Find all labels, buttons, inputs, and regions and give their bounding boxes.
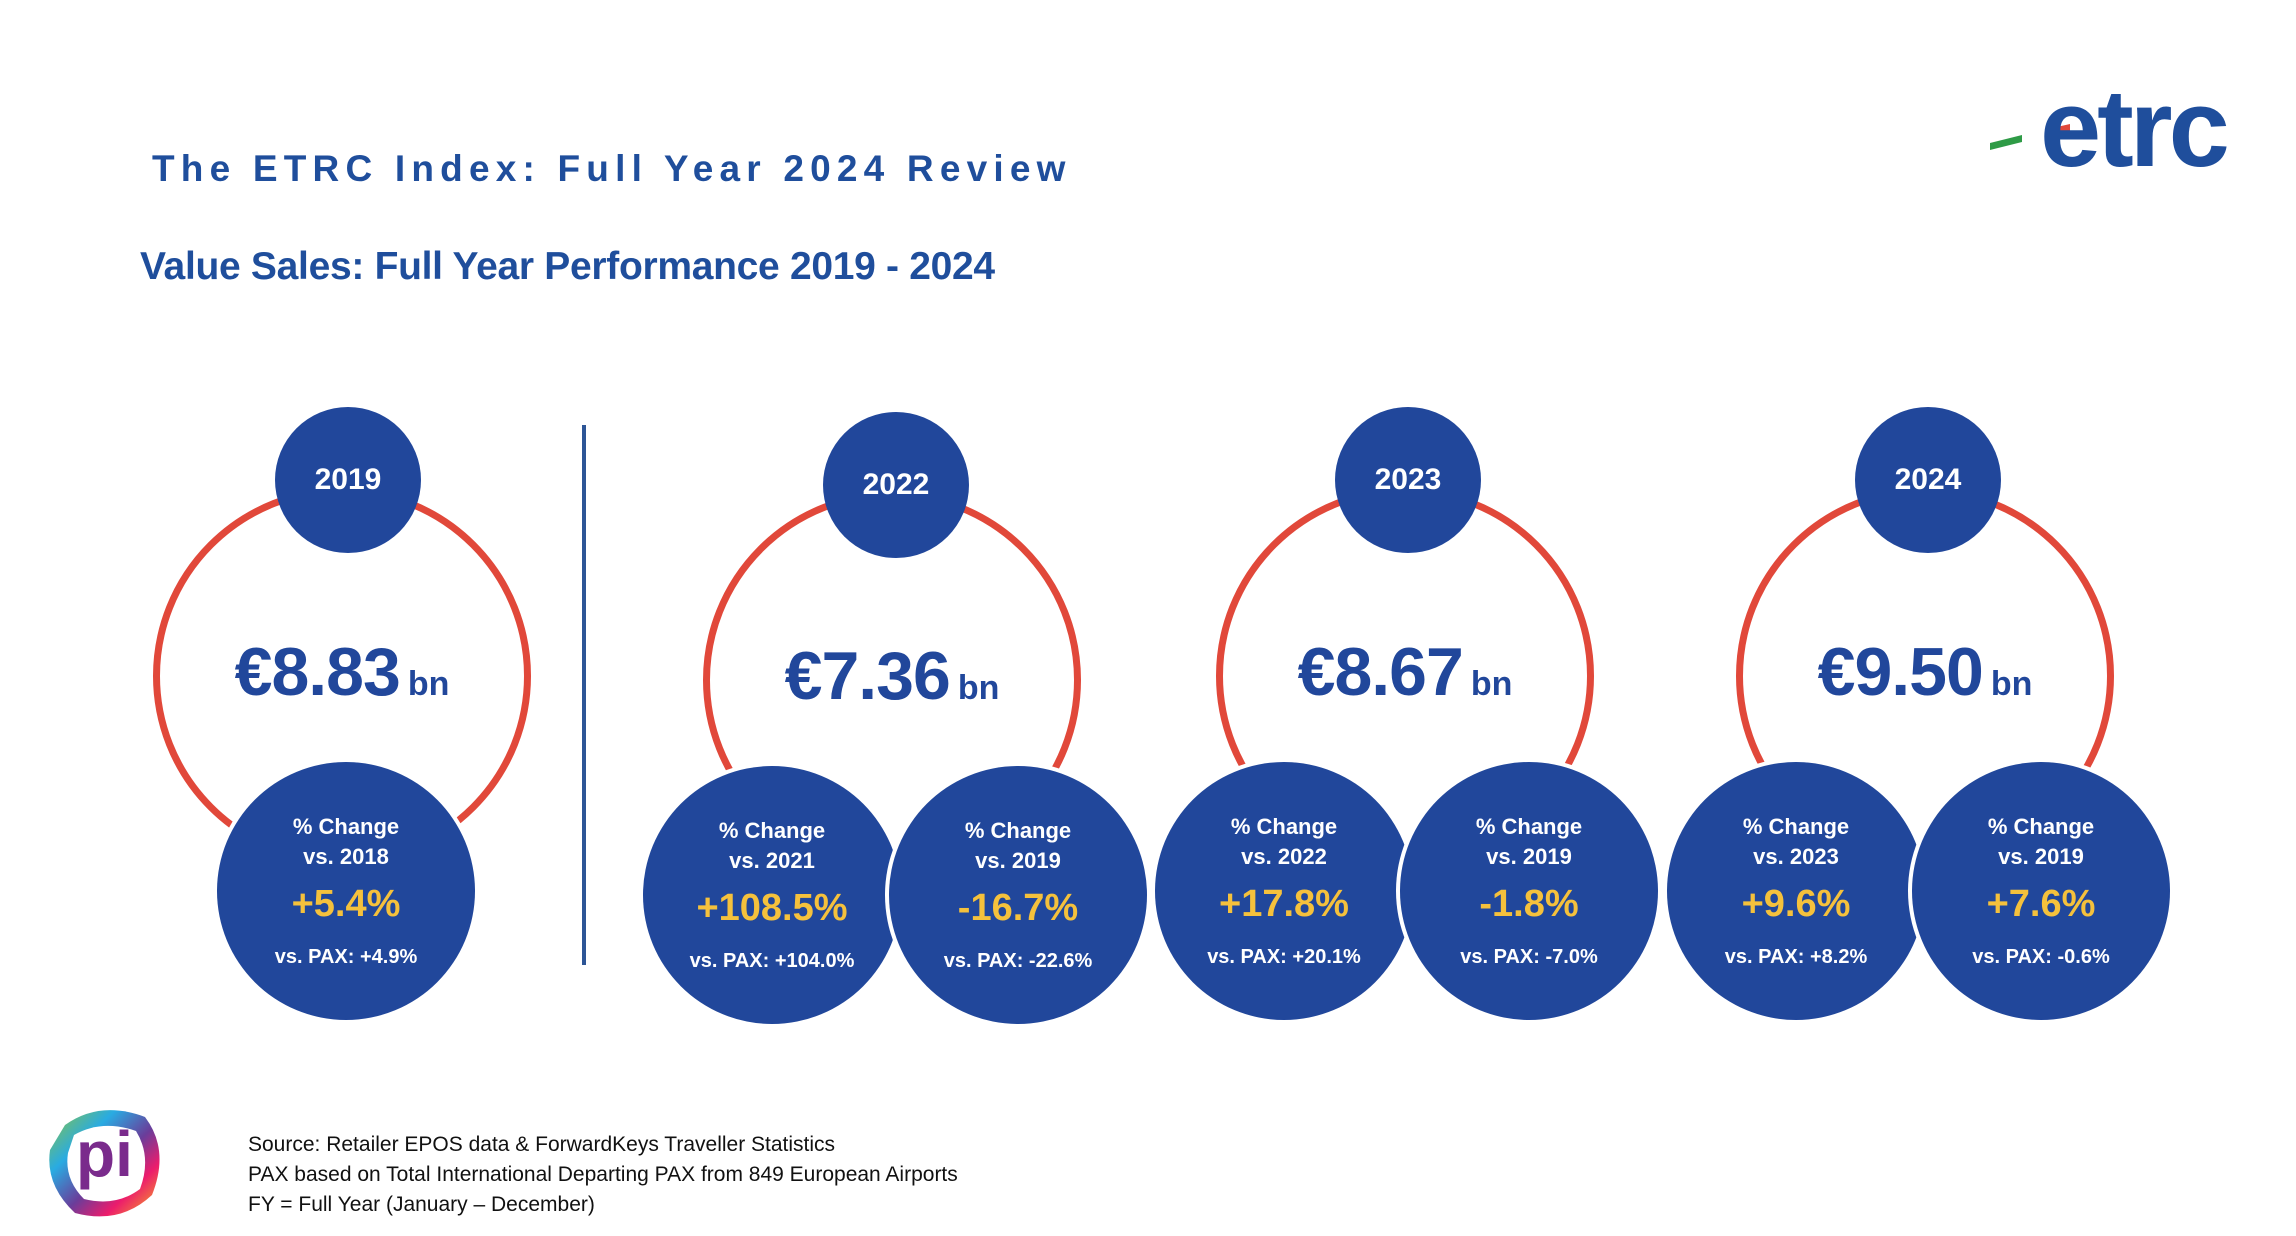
- pi-logo-icon: [49, 1110, 160, 1217]
- change-label: % Change: [1987, 814, 2095, 839]
- year-badge: 2019: [275, 407, 421, 553]
- etrc-logo: etrc: [1990, 67, 2270, 190]
- change-circle: % Change vs. 2019 -1.8% vs. PAX: -7.0%: [1400, 762, 1658, 1020]
- change-comparison: vs. 2019: [1998, 844, 2084, 869]
- pi-logo: pi: [40, 1095, 175, 1230]
- value-sales: €7.36 bn: [703, 637, 1081, 715]
- change-value: +108.5%: [696, 887, 848, 929]
- change-circle: % Change vs. 2021 +108.5% vs. PAX: +104.…: [643, 766, 901, 1024]
- change-label: % Change: [718, 818, 826, 843]
- etrc-logo-text: etrc: [2040, 67, 2230, 190]
- value-amount: €7.36: [784, 638, 951, 714]
- value-unit: bn: [407, 665, 450, 703]
- section-divider: [582, 425, 586, 965]
- change-label: % Change: [1230, 814, 1338, 839]
- pax-change: vs. PAX: -0.6%: [1972, 946, 2110, 968]
- pax-change: vs. PAX: +104.0%: [689, 950, 855, 972]
- source-notes: Source: Retailer EPOS data & ForwardKeys…: [248, 1130, 958, 1220]
- change-label: % Change: [964, 818, 1072, 843]
- change-comparison: vs. 2023: [1753, 844, 1839, 869]
- value-unit: bn: [1470, 665, 1513, 703]
- change-comparison: vs. 2022: [1241, 844, 1327, 869]
- change-circle: % Change vs. 2019 -16.7% vs. PAX: -22.6%: [889, 766, 1147, 1024]
- change-value: -16.7%: [957, 887, 1079, 929]
- page-subtitle: Value Sales: Full Year Performance 2019 …: [140, 245, 995, 288]
- pax-change: vs. PAX: -7.0%: [1460, 946, 1598, 968]
- pax-change: vs. PAX: +8.2%: [1724, 946, 1868, 968]
- value-sales: €9.50 bn: [1736, 633, 2114, 711]
- change-comparison: vs. 2018: [303, 844, 389, 869]
- change-circle: % Change vs. 2022 +17.8% vs. PAX: +20.1%: [1155, 762, 1413, 1020]
- change-comparison: vs. 2019: [1486, 844, 1572, 869]
- value-sales: €8.83 bn: [153, 633, 531, 711]
- value-amount: €8.83: [234, 634, 401, 710]
- source-line: FY = Full Year (January – December): [248, 1193, 595, 1216]
- pax-change: vs. PAX: -22.6%: [943, 950, 1093, 972]
- change-circle: % Change vs. 2018 +5.4% vs. PAX: +4.9%: [217, 762, 475, 1020]
- change-value: +5.4%: [291, 883, 401, 925]
- change-label: % Change: [1475, 814, 1583, 839]
- change-value: +9.6%: [1741, 883, 1851, 925]
- change-comparison: vs. 2019: [975, 848, 1061, 873]
- value-unit: bn: [1990, 665, 2033, 703]
- change-value: +17.8%: [1219, 883, 1349, 925]
- pi-logo-text: pi: [76, 1118, 133, 1190]
- source-line: Source: Retailer EPOS data & ForwardKeys…: [248, 1133, 836, 1156]
- year-badge: 2023: [1335, 407, 1481, 553]
- change-circle: % Change vs. 2019 +7.6% vs. PAX: -0.6%: [1912, 762, 2170, 1020]
- change-value: -1.8%: [1479, 883, 1579, 925]
- pax-change: vs. PAX: +20.1%: [1207, 946, 1361, 968]
- year-badge: 2024: [1855, 407, 2001, 553]
- pax-change: vs. PAX: +4.9%: [274, 946, 418, 968]
- value-unit: bn: [957, 669, 1000, 707]
- value-amount: €8.67: [1297, 634, 1464, 710]
- change-label: % Change: [292, 814, 400, 839]
- change-value: +7.6%: [1986, 883, 2096, 925]
- etrc-logo-dash-icon: [1990, 124, 2070, 150]
- change-label: % Change: [1742, 814, 1850, 839]
- page-title: The ETRC Index: Full Year 2024 Review: [152, 148, 1072, 189]
- value-amount: €9.50: [1817, 634, 1984, 710]
- source-line: PAX based on Total International Departi…: [248, 1163, 958, 1186]
- year-badge: 2022: [823, 412, 969, 558]
- change-comparison: vs. 2021: [729, 848, 815, 873]
- change-circle: % Change vs. 2023 +9.6% vs. PAX: +8.2%: [1667, 762, 1925, 1020]
- value-sales: €8.67 bn: [1216, 633, 1594, 711]
